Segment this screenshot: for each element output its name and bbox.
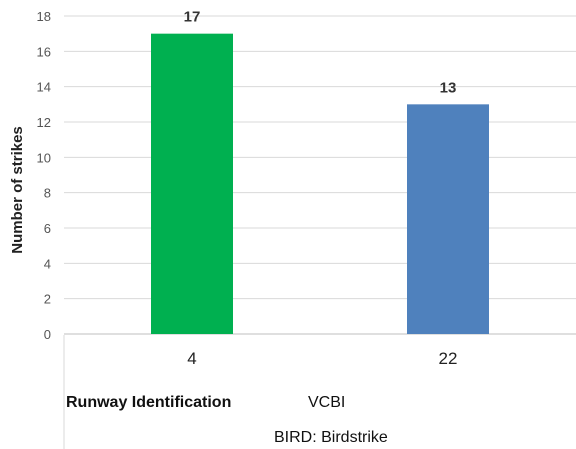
data-label: 17 <box>184 9 201 26</box>
bars <box>151 33 489 335</box>
y-tick-label: 18 <box>37 9 51 24</box>
y-tick-label: 4 <box>44 256 51 271</box>
y-tick-label: 16 <box>37 44 51 59</box>
y-tick-label: 14 <box>37 80 51 95</box>
legend-note: BIRD: Birdstrike <box>274 429 388 446</box>
x-axis-title: Runway Identification <box>66 394 231 411</box>
y-tick-label: 0 <box>44 327 51 342</box>
y-tick-label: 12 <box>37 115 51 130</box>
category-label: 4 <box>187 349 196 368</box>
y-tick-label: 8 <box>44 186 51 201</box>
station-code: VCBI <box>308 394 345 411</box>
y-axis-title: Number of strikes <box>9 126 26 254</box>
category-label: 22 <box>439 349 458 368</box>
data-label: 13 <box>440 79 457 96</box>
y-tick-label: 10 <box>37 150 51 165</box>
bar-4 <box>151 33 233 335</box>
y-tick-label: 6 <box>44 221 51 236</box>
y-tick-label: 2 <box>44 292 51 307</box>
bar-22 <box>407 104 489 334</box>
y-tick-labels: 0 2 4 6 8 10 12 14 16 18 <box>37 9 51 342</box>
gridlines <box>64 15 576 335</box>
category-labels: 4 22 <box>187 349 457 368</box>
